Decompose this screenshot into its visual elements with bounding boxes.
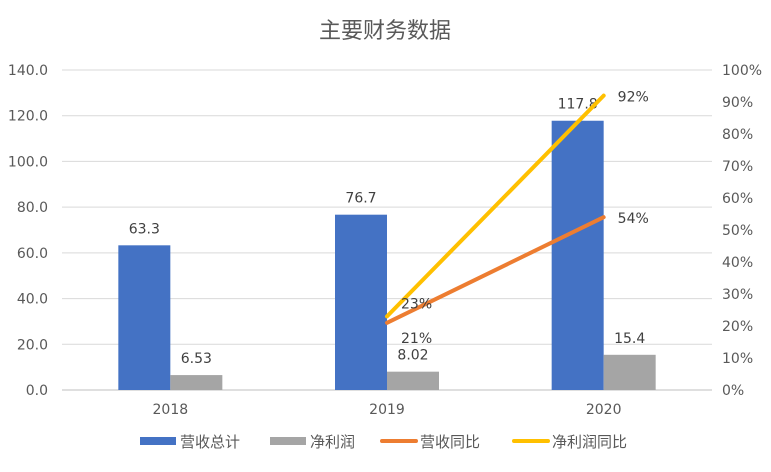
x-tick-label: 2019 [369,402,405,418]
lines: 23% 21% 92% 54% [385,90,649,347]
line-data-label: 23% [401,296,432,312]
bar-0 [551,120,604,390]
bar-1 [603,354,656,390]
y-tick-label: 100.0 [8,154,48,170]
y-tick-label: 140.0 [8,63,48,79]
y-axis-left: 0.0 20.0 40.0 60.0 80.0 100.0 120.0 140.0 [8,63,48,399]
bars: 63.3 76.7 117.8 6.53 8.02 15.4 [118,97,656,390]
y-tick-label: 80.0 [17,200,48,216]
bar-data-label: 117.8 [558,97,598,113]
y2-tick-label: 40% [722,255,753,271]
y-tick-label: 0.0 [26,383,48,399]
legend-swatch [270,437,306,445]
y-tick-label: 40.0 [17,292,48,308]
y2-tick-label: 10% [722,351,753,367]
bar-1 [387,371,439,390]
bar-data-label: 8.02 [397,348,428,364]
line-data-label: 92% [618,90,649,106]
legend-label: 营收总计 [180,433,240,451]
legend-swatch [140,437,176,445]
y-tick-label: 60.0 [17,246,48,262]
line-data-label: 21% [401,331,432,347]
bar-data-label: 15.4 [614,331,645,347]
line-0 [385,215,606,325]
bar-1 [170,375,223,390]
y2-tick-label: 90% [722,95,753,111]
y2-tick-label: 60% [722,191,753,207]
y2-tick-label: 30% [722,287,753,303]
y2-tick-label: 20% [722,319,753,335]
bar-data-label: 76.7 [345,191,376,207]
y2-tick-label: 50% [722,223,753,239]
x-tick-label: 2020 [586,402,622,418]
bar-data-label: 63.3 [129,221,160,237]
y-axis-right: 0% 10% 20% 30% 40% 50% 60% 70% 80% 90% 100% [722,63,762,399]
y2-tick-label: 100% [722,63,762,79]
chart-title: 主要财务数据 [319,19,451,44]
line-data-label: 54% [618,211,649,227]
legend-label: 营收同比 [420,433,480,451]
y2-tick-label: 80% [722,127,753,143]
x-tick-label: 2018 [153,402,189,418]
y-tick-label: 20.0 [17,337,48,353]
legend-label: 净利润 [310,433,355,451]
legend-label: 净利润同比 [552,433,627,451]
legend: 营收总计 净利润 营收同比 净利润同比 [140,433,627,451]
bar-0 [335,214,387,390]
y2-tick-label: 0% [722,383,744,399]
x-axis: 2018 2019 2020 [153,402,622,418]
bar-data-label: 6.53 [181,351,212,367]
line-1 [385,93,606,319]
bar-0 [118,245,171,390]
y-tick-label: 120.0 [8,109,48,125]
y2-tick-label: 70% [722,159,753,175]
